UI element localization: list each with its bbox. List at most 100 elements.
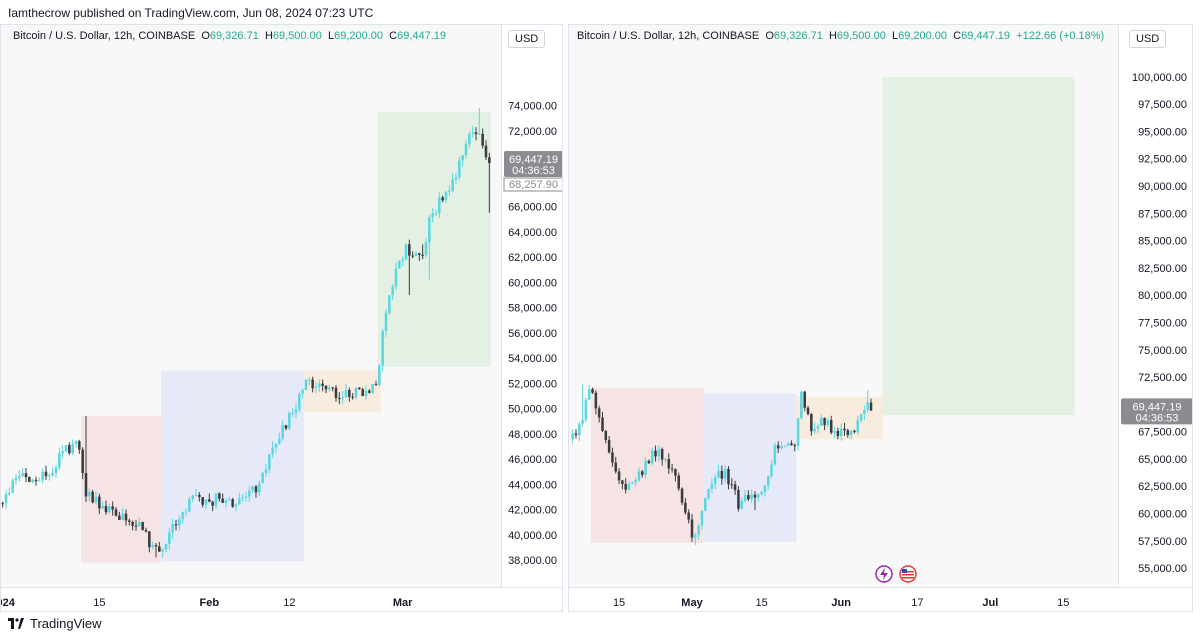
candle [14, 474, 18, 485]
candle [421, 244, 424, 260]
candle [364, 385, 368, 400]
candle [587, 384, 591, 401]
candle-body [184, 511, 188, 513]
candle-body [434, 213, 438, 215]
candle-body [114, 509, 118, 516]
candle [348, 387, 351, 402]
plot-area-left[interactable]: Bitcoin / U.S. Dollar, 12h, COINBASE O69… [1, 25, 501, 587]
candle [641, 470, 644, 478]
candle [301, 388, 304, 398]
candle-body [418, 253, 421, 255]
lightning-event-icon[interactable] [875, 565, 893, 583]
candle-body [154, 545, 158, 547]
candle [594, 390, 598, 415]
candle-body [690, 519, 694, 538]
candle [414, 251, 418, 257]
price-axis-right[interactable]: 55,000.00 57,500.00 60,000.00 62,500.00 65,0… [1118, 25, 1192, 587]
candle-body [733, 484, 737, 491]
candle-body [351, 396, 354, 398]
y-tick-label: 54,000.00 [508, 353, 557, 365]
time-axis-right[interactable]: 15 May 15 Jun 17 Jul 15 [569, 587, 1192, 611]
price-axis-left[interactable]: 38,000.00 40,000.00 42,000.00 44,000.00 46,0… [501, 25, 562, 587]
footer-brand: TradingView [30, 616, 102, 631]
candle [128, 518, 131, 526]
y-tick-label: 57,500.00 [1138, 536, 1187, 548]
y-tick-label: 95,000.00 [1138, 126, 1187, 138]
candle-body [720, 470, 724, 479]
candle [244, 492, 248, 502]
time-axis-left[interactable]: 2024 15 Feb 12 Mar [1, 587, 562, 611]
candle-body [704, 498, 707, 511]
y-tick-label: 85,000.00 [1138, 236, 1187, 248]
candle-body [727, 468, 730, 485]
candle-body [94, 496, 98, 503]
candle [849, 429, 853, 440]
countdown-label: 04:36:53 [512, 165, 555, 177]
candle-body [856, 420, 860, 433]
y-tick-label: 87,500.00 [1138, 208, 1187, 220]
candle [747, 490, 750, 502]
candle [621, 479, 624, 490]
candle-body [364, 390, 368, 397]
currency-button-right[interactable]: USD [1129, 30, 1167, 48]
candle [803, 390, 806, 411]
candle-body [717, 470, 720, 478]
y-tick-label: 58,000.00 [508, 303, 557, 315]
currency-button-left[interactable]: USD [508, 30, 546, 48]
candle-body [208, 499, 211, 502]
candle [786, 441, 790, 446]
zone-green [377, 111, 491, 367]
candle [278, 432, 281, 445]
y-tick-label: 67,500.00 [1138, 427, 1187, 439]
candle [391, 284, 394, 301]
candle-body [786, 443, 790, 446]
candle [161, 548, 164, 558]
candle-body [431, 213, 434, 218]
candle-body [58, 453, 61, 468]
plot-area-right[interactable]: Bitcoin / U.S. Dollar, 12h, COINBASE O69… [569, 25, 1118, 587]
candle [311, 376, 314, 393]
candle-body [438, 197, 441, 214]
candle [84, 416, 88, 502]
candle-body [614, 462, 618, 472]
candle-body [448, 190, 451, 192]
candle [631, 481, 634, 485]
candle [331, 387, 334, 392]
candle-body [144, 530, 148, 532]
candle [231, 497, 234, 508]
us-flag-event-icon[interactable] [897, 565, 919, 583]
candle-body [274, 444, 278, 448]
candle [753, 491, 757, 511]
candle [763, 485, 767, 497]
candle [394, 262, 398, 291]
candle [411, 251, 414, 259]
y-tick-label: 100,000.00 [1132, 72, 1187, 84]
candle [164, 543, 168, 553]
candle-body [723, 468, 727, 479]
candle [800, 390, 803, 420]
candle [104, 500, 108, 515]
candle [11, 478, 14, 493]
candle-body [31, 479, 34, 482]
candle-body [84, 472, 88, 497]
candle [188, 496, 191, 513]
candle [204, 499, 208, 510]
candle-body [344, 389, 348, 398]
candle [184, 507, 188, 517]
countdown-label: 04:36:53 [1136, 412, 1179, 424]
candle-body [311, 379, 314, 389]
candle-body [694, 534, 697, 538]
candle [743, 489, 747, 503]
candle [813, 422, 816, 434]
candle-body [574, 433, 578, 436]
candle-body [730, 484, 734, 486]
candle-body [11, 480, 14, 493]
candle [869, 398, 873, 412]
candle [71, 439, 74, 455]
candle-body [278, 438, 281, 445]
candle-body [468, 133, 471, 145]
candle-body [760, 491, 763, 495]
candle [667, 453, 671, 475]
candle-body [224, 500, 228, 503]
candle [48, 473, 51, 481]
